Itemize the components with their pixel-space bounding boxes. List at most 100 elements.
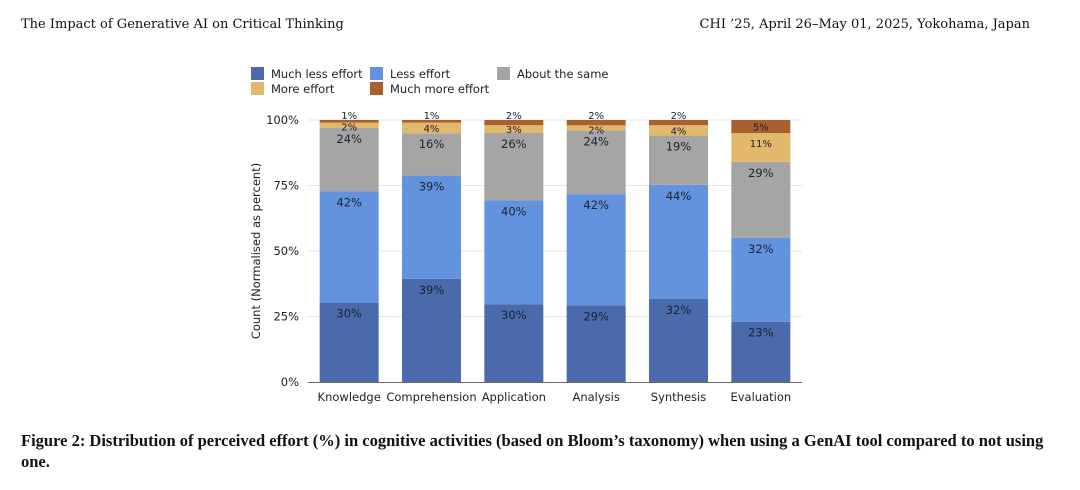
data-label: 19% [666,140,692,154]
bar-segment-more-effort [649,125,708,136]
bar-segment-about-the-same [484,132,544,201]
bar-segment-much-less-effort [319,302,379,382]
bar-segment-much-less-effort [402,278,461,382]
legend-swatch [370,82,383,95]
data-label: 24% [336,132,362,146]
data-label: 2% [671,111,687,122]
data-label: 30% [501,308,527,322]
bar-segment-much-more-effort [402,120,461,123]
bar-stack-comprehension: 39% 39% 16% 4% 1% [402,111,461,382]
bar-segment-less-effort [649,184,708,299]
bar-segment-about-the-same [649,135,708,185]
data-label: 2% [588,125,604,136]
bar-segment-less-effort [484,200,544,305]
x-tick-label: Knowledge [318,390,381,404]
data-label: 11% [750,139,772,150]
bar-segment-more-effort [731,133,791,162]
data-label: 39% [419,180,445,194]
data-label: 23% [748,326,774,340]
data-label: 4% [671,126,687,137]
bar-segment-much-more-effort [484,120,544,126]
data-label: 32% [748,242,774,256]
data-label: 1% [341,111,357,122]
legend-item-much-less-effort: Much less effort [251,67,363,81]
bar-segment-much-more-effort [566,120,626,126]
bar-stack-evaluation: 23% 32% 29% 11% 5% [731,120,791,382]
bar-segment-more-effort [402,122,461,134]
legend-swatch [370,67,383,80]
bar-stack-knowledge: 30% 42% 24%2%1% [319,111,379,382]
bar-stack-application: 30% 40% 26%3% 2% [484,111,544,382]
bar-segment-much-more-effort [649,120,708,126]
data-label: 24% [583,135,609,149]
x-tick-label: Analysis [572,390,619,404]
legend-label: Much more effort [390,82,490,96]
data-label: 5% [753,123,769,134]
x-tick-label: Synthesis [651,390,706,404]
data-label: 2% [588,111,604,122]
legend-label: About the same [517,67,609,81]
gridlines [308,119,802,317]
bar-segment-more-effort [319,122,379,128]
bar-segment-much-less-effort [484,304,544,382]
bar-segment-much-more-effort [319,120,379,123]
stacked-bar-chart: Much less effort Less effort About the sam… [249,67,802,404]
legend-label: Much less effort [271,67,363,81]
legend-swatch [251,82,264,95]
bars: 30%42%24%2%1%39%39%16%4%1%30%40%26%3%2%2… [319,111,791,382]
y-tick-label: 75% [273,179,299,193]
bar-segment-about-the-same [319,127,379,192]
bar-segment-much-less-effort [566,305,626,382]
legend-item-much-more-effort: Much more effort [370,82,490,96]
legend-item-about-the-same: About the same [497,67,609,81]
data-label: 44% [666,189,692,203]
data-label: 40% [501,204,527,218]
running-head-title: The Impact of Generative AI on Critical … [21,17,344,32]
bar-segment-more-effort [566,125,626,131]
data-label: 4% [424,124,440,135]
x-tick-label: Evaluation [730,390,791,404]
data-label: 30% [336,307,362,321]
data-label: 32% [666,303,692,317]
data-label: 29% [748,166,774,180]
bar-stack-synthesis: 32% 44% 19% 4% 2% [649,111,708,382]
x-tick-label: Comprehension [386,390,476,404]
bar-segment-much-more-effort [731,120,791,134]
y-tick-label: 25% [273,310,299,324]
data-label: 2% [506,111,522,122]
data-label: 29% [583,309,609,323]
legend-swatch [251,67,264,80]
bar-segment-less-effort [731,237,791,322]
data-label: 42% [583,198,609,212]
bar-stack-analysis: 29%42%24%2%2% [566,111,626,382]
bar-segment-less-effort [402,175,461,279]
y-axis: 0% 25% 50% 75% 100% [266,113,802,389]
legend-item-less-effort: Less effort [370,67,451,81]
bar-segment-less-effort [319,191,379,303]
x-tick-label: Application [482,390,546,404]
bar-segment-about-the-same [402,133,461,176]
running-head-conference: CHI ’25, April 26–May 01, 2025, Yokohama… [699,17,1030,32]
y-tick-label: 100% [266,113,299,127]
bar-segment-more-effort [484,125,544,133]
y-axis-label: Count (Normalised as percent) [249,163,263,339]
data-label: 2% [341,123,357,134]
data-label: 39% [419,283,445,297]
bar-segment-less-effort [566,194,626,306]
y-tick-label: 0% [281,375,299,389]
legend-label: Less effort [390,67,451,81]
y-tick-label: 50% [273,244,299,258]
legend-label: More effort [271,82,335,96]
legend: Much less effort Less effort About the sam… [251,67,609,96]
data-label: 1% [424,111,440,122]
data-label: 42% [336,195,362,209]
data-label: 26% [501,137,527,151]
bar-segment-much-less-effort [649,298,708,382]
x-axis: Knowledge Comprehension Application Analysi… [318,390,792,404]
bar-segment-about-the-same [566,130,626,195]
bar-segment-much-less-effort [731,321,791,382]
legend-item-more-effort: More effort [251,82,335,96]
data-label: 16% [419,137,445,151]
legend-swatch [497,67,510,80]
data-label: 3% [506,125,522,136]
